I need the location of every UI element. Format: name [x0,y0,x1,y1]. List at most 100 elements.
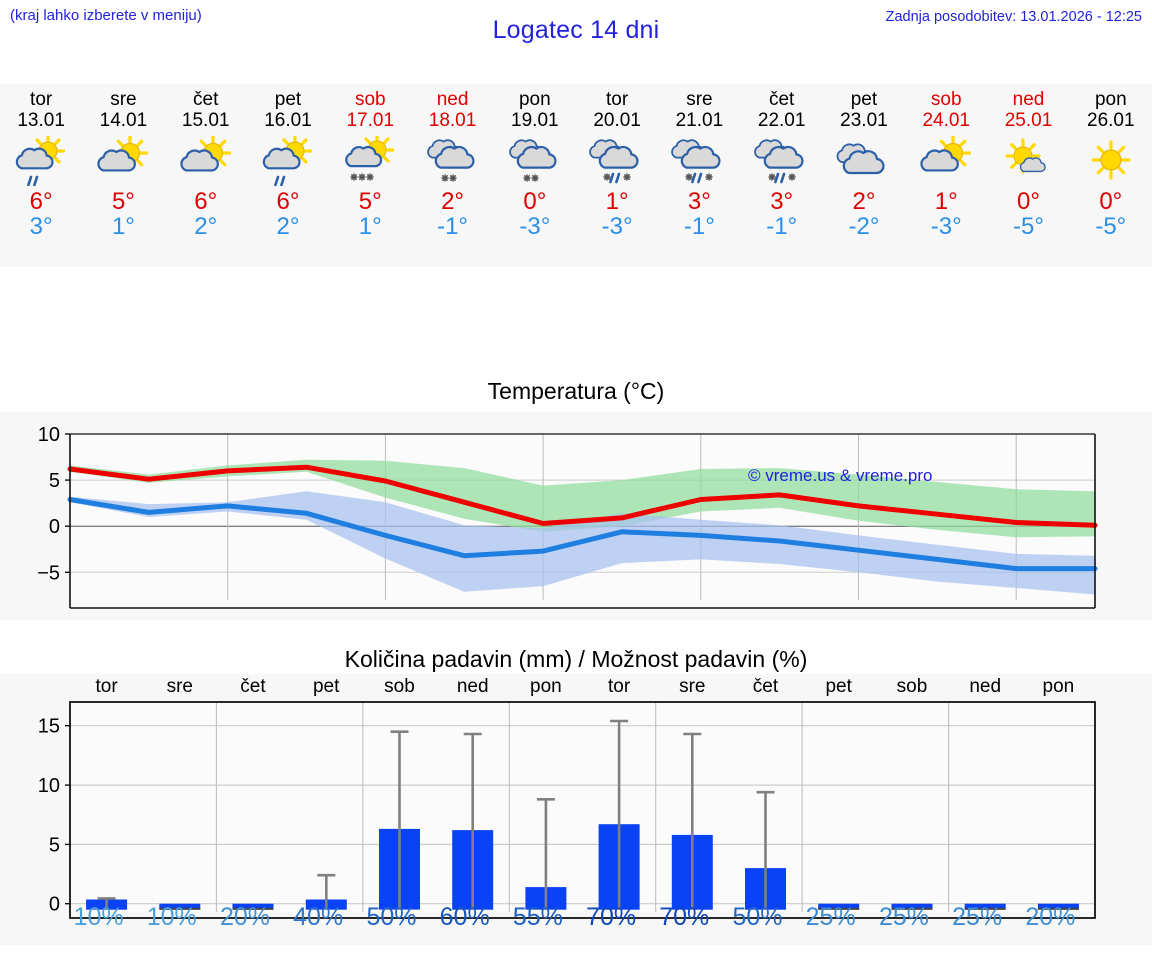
forecast-day-max-temp: 0° [523,188,547,215]
svg-text:5: 5 [49,470,60,492]
precipitation-day-label: tor [95,676,118,697]
sun-small-cloud-icon [999,136,1059,186]
forecast-day-strip: tor 13.01 6° 3° sre 14.01 5° 1° čet 15.01 6° 2° pet 1… [0,84,1152,267]
last-update-text: Zadnja posodobitev: 13.01.2026 - 12:25 [885,9,1142,25]
forecast-day-date: 18.01 [428,110,477,131]
forecast-day-10[interactable]: čet 22.01 3° -1° [741,84,823,267]
precipitation-day-label: sob [384,676,415,697]
cloudy-icon [834,136,894,186]
forecast-day-max-temp: 6° [276,188,300,215]
forecast-day-7[interactable]: pon 19.01 0° -3° [494,84,576,267]
forecast-day-max-temp: 5° [111,188,135,215]
forecast-day-12[interactable]: sob 24.01 1° -3° [905,84,987,267]
forecast-day-min-temp: 3° [29,213,53,240]
forecast-day-5[interactable]: sob 17.01 5° 1° [329,84,411,267]
precipitation-probability-label: 60% [439,903,490,931]
precipitation-day-label: pon [530,676,562,697]
forecast-day-min-temp: -3° [930,213,962,240]
forecast-day-min-temp: -5° [1013,213,1044,240]
precipitation-chart: Količina padavin (mm) / Možnost padavin … [0,643,1152,975]
forecast-day-date: 22.01 [757,110,806,131]
forecast-day-weekday: ned [436,89,469,110]
cloud-sleet-icon [669,136,729,186]
temperature-plot-svg: 10 5 0 −5 [37,424,1098,609]
copyright-watermark: © vreme.us & vreme.pro [748,466,933,485]
precipitation-probability-label: 25% [878,903,929,931]
cloud-snow-icon [423,136,483,186]
precipitation-day-label: čet [240,676,266,697]
forecast-day-date: 15.01 [181,110,230,131]
forecast-day-min-temp: -1° [766,213,798,240]
precipitation-day-label: tor [608,676,631,697]
sun-cloud-rain-icon [258,136,318,186]
menu-hint-text: (kraj lahko izberete v meniju) [10,7,202,24]
forecast-day-min-temp: 1° [358,213,382,240]
forecast-day-min-temp: -5° [1095,213,1127,240]
precipitation-probability-label: 10% [73,903,124,931]
forecast-day-min-temp: 2° [276,213,300,240]
forecast-day-weekday: pet [274,89,302,110]
forecast-day-9[interactable]: sre 21.01 3° -1° [658,84,740,267]
forecast-day-max-temp: 5° [358,188,382,215]
precipitation-probability-label: 25% [805,903,856,931]
precipitation-probability-label: 20% [219,903,270,931]
precipitation-probability-label: 10% [146,903,197,931]
forecast-day-max-temp: 6° [29,188,53,215]
sun-icon [1081,136,1141,186]
forecast-day-min-temp: -2° [848,213,880,240]
forecast-day-13[interactable]: ned 25.01 0° -5° [987,84,1069,267]
forecast-day-8[interactable]: tor 20.01 1° -3° [576,84,658,267]
precipitation-day-label: pet [312,676,340,697]
precipitation-day-label: sre [679,676,706,697]
svg-text:10: 10 [38,424,60,446]
forecast-day-weekday: tor [606,89,629,110]
forecast-day-min-temp: -1° [437,213,469,240]
forecast-day-date: 26.01 [1087,110,1135,131]
forecast-day-weekday: čet [768,89,795,110]
forecast-day-date: 25.01 [1004,110,1053,131]
forecast-day-weekday: sre [110,89,137,110]
precipitation-probability-label: 20% [1025,903,1076,931]
forecast-day-weekday: pon [518,89,551,110]
forecast-day-date: 21.01 [675,110,724,131]
svg-text:−5: −5 [37,562,60,584]
forecast-day-weekday: sob [930,89,962,110]
precipitation-probability-label: 50% [732,903,783,931]
svg-text:10: 10 [38,775,60,797]
svg-text:5: 5 [49,834,60,856]
precipitation-day-label: pet [825,676,852,697]
temperature-chart: Temperatura (°C) 10 5 0 −5 [0,378,1152,620]
forecast-day-weekday: tor [30,89,53,110]
forecast-day-11[interactable]: pet 23.01 2° -2° [823,84,905,267]
forecast-day-3[interactable]: čet 15.01 6° 2° [165,84,247,267]
forecast-day-date: 23.01 [840,110,888,131]
temperature-chart-title: Temperatura (°C) [487,378,665,404]
precipitation-day-label: ned [456,676,489,697]
precipitation-day-label: pon [1042,676,1075,697]
precipitation-probability-label: 50% [366,903,417,931]
cloud-sleet-icon [752,136,812,186]
forecast-day-weekday: pet [850,89,878,110]
forecast-day-14[interactable]: pon 26.01 0° -5° [1070,84,1152,267]
forecast-day-6[interactable]: ned 18.01 2° -1° [411,84,493,267]
svg-text:15: 15 [38,716,60,738]
precipitation-day-labels: tor sre čet pet sob ned pon tor sre čet pet sob ned p… [0,674,1152,700]
forecast-day-weekday: sre [686,89,713,110]
precipitation-probability-label: 70% [586,903,637,931]
forecast-day-date: 24.01 [922,110,970,131]
sun-cloud-snow-icon [340,136,400,186]
forecast-day-date: 13.01 [17,110,65,131]
forecast-day-max-temp: 1° [934,188,958,215]
forecast-day-4[interactable]: pet 16.01 6° 2° [247,84,329,267]
forecast-day-2[interactable]: sre 14.01 5° 1° [82,84,164,267]
forecast-day-date: 17.01 [346,110,395,131]
forecast-day-date: 19.01 [511,110,559,131]
forecast-day-max-temp: 1° [605,188,629,215]
forecast-day-max-temp: 6° [194,188,218,215]
precipitation-probability-label: 25% [952,903,1003,931]
forecast-day-date: 20.01 [593,110,641,131]
precipitation-probability-row: 10% 10% 20% 40% 50% 60% 55% 70% 70% 50% 25% 25% 25% 2… [0,897,1152,937]
precipitation-chart-title: Količina padavin (mm) / Možnost padavin … [344,646,808,672]
forecast-day-1[interactable]: tor 13.01 6° 3° [0,84,82,267]
